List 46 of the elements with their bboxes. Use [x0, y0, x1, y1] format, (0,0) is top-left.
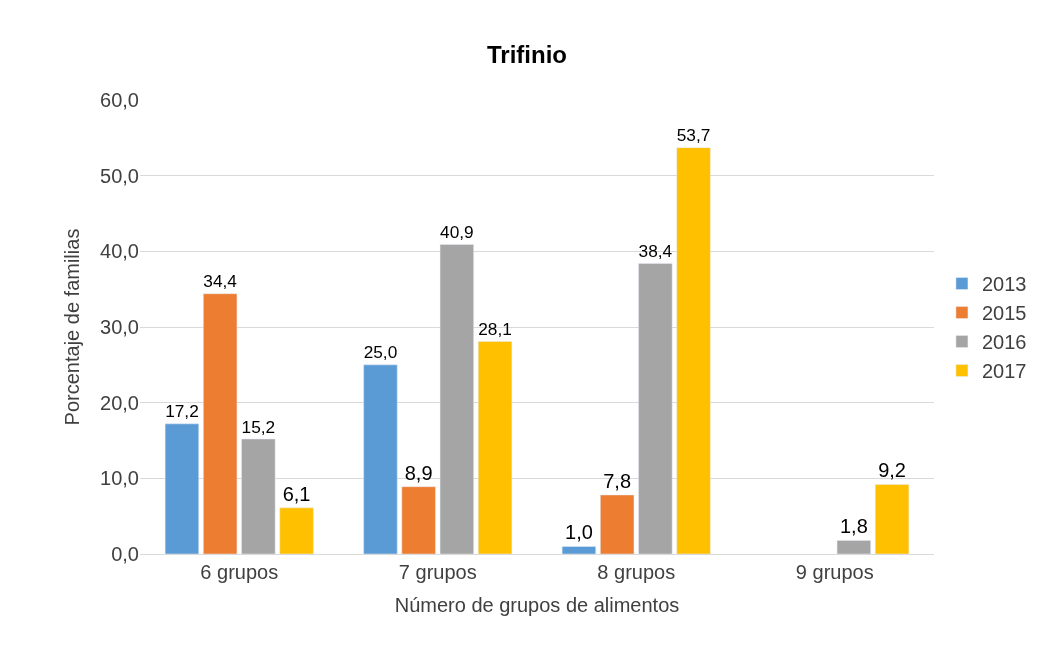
- data-label: 1,0: [565, 521, 593, 544]
- data-label: 8,9: [404, 461, 433, 484]
- y-tick-label: 30,0: [100, 316, 139, 338]
- x-tick-label: 6 grupos: [200, 561, 279, 583]
- bar: [561, 546, 596, 554]
- data-label: 53,7: [676, 125, 711, 146]
- x-axis-title: Número de grupos de alimentos: [394, 593, 680, 616]
- y-tick-label: 0,0: [111, 543, 139, 565]
- data-label: 40,9: [440, 222, 474, 243]
- data-label: 28,1: [478, 318, 512, 339]
- x-tick-label: 7 grupos: [398, 561, 477, 583]
- bar: [478, 341, 513, 554]
- chart-title: Trifinio: [487, 41, 567, 69]
- data-label: 17,2: [165, 401, 199, 422]
- x-tick-label: 9 grupos: [795, 561, 874, 583]
- y-tick-label: 20,0: [100, 391, 139, 414]
- data-label: 7,8: [603, 469, 632, 492]
- legend-label: 2017: [981, 360, 1027, 383]
- legend-label: 2016: [981, 331, 1027, 354]
- data-label: 34,4: [203, 271, 238, 292]
- y-axis-title: Porcentaje de familias: [60, 228, 83, 426]
- bar: [241, 438, 276, 554]
- bar: [401, 486, 436, 554]
- legend-label: 2015: [981, 302, 1027, 325]
- bar: [164, 423, 199, 554]
- y-tick-label: 10,0: [100, 467, 139, 490]
- bar: [875, 484, 910, 554]
- data-label: 25,0: [363, 342, 398, 363]
- bar: [203, 293, 238, 554]
- bar: [439, 244, 474, 554]
- y-tick-label: 40,0: [100, 240, 139, 263]
- data-label: 38,4: [638, 240, 673, 261]
- data-label: 15,2: [241, 416, 276, 437]
- y-tick-label: 50,0: [100, 164, 139, 187]
- bar: [638, 263, 673, 554]
- data-label: 6,1: [282, 482, 311, 505]
- legend-label: 2013: [981, 273, 1027, 296]
- y-tick-label: 60,0: [100, 89, 139, 111]
- bar: [363, 364, 398, 554]
- bar: [600, 494, 635, 554]
- bar: [279, 507, 314, 554]
- bar: [836, 540, 871, 554]
- data-label: 9,2: [878, 459, 906, 482]
- bar: [676, 147, 711, 554]
- data-label: 1,8: [839, 515, 868, 538]
- x-tick-label: 8 grupos: [597, 561, 676, 583]
